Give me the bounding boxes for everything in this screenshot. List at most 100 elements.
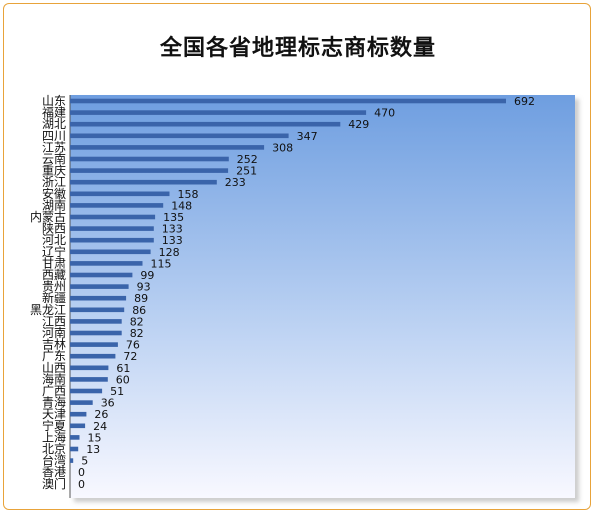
value-label: 99 [140, 269, 154, 282]
category-label: 陕西 [42, 221, 66, 236]
value-label: 72 [123, 350, 137, 363]
category-label: 吉林 [42, 338, 66, 352]
bar-23 [70, 365, 109, 371]
bar-31 [70, 458, 74, 463]
value-label: 15 [88, 431, 102, 444]
bar-1 [70, 110, 367, 115]
category-label: 江苏 [42, 140, 66, 154]
value-label: 429 [348, 118, 369, 131]
category-label: 内蒙古 [30, 209, 66, 224]
category-label: 四川 [42, 129, 66, 143]
value-label: 251 [236, 165, 257, 178]
category-label: 云南 [42, 151, 66, 166]
category-label: 新疆 [42, 290, 66, 305]
bar-20 [70, 330, 122, 336]
bar-9 [70, 203, 164, 208]
value-label: 135 [163, 211, 184, 224]
value-label: 61 [116, 362, 130, 375]
bar-0 [70, 98, 506, 104]
value-label: 82 [130, 315, 144, 328]
category-label: 湖北 [42, 116, 66, 131]
bar-25 [70, 388, 103, 394]
value-label: 36 [101, 397, 115, 410]
bar-13 [70, 249, 151, 255]
category-label: 西藏 [42, 268, 66, 282]
bar-16 [70, 284, 129, 289]
value-label: 692 [514, 95, 535, 108]
value-label: 0 [78, 466, 85, 479]
value-label: 24 [93, 420, 107, 433]
category-label: 广东 [42, 349, 66, 363]
bar-27 [70, 411, 87, 417]
value-label: 60 [116, 373, 130, 386]
category-label: 上海 [42, 429, 66, 444]
bar-3 [70, 133, 289, 139]
value-label: 128 [159, 246, 180, 259]
category-label: 黑龙江 [30, 303, 66, 317]
category-label: 辽宁 [42, 244, 66, 259]
category-label: 台湾 [42, 453, 66, 468]
category-label: 澳门 [42, 476, 66, 491]
bar-4 [70, 145, 265, 150]
category-label: 山西 [42, 361, 66, 375]
value-label: 5 [81, 455, 88, 468]
bar-24 [70, 377, 108, 382]
bar-7 [70, 179, 217, 185]
bar-10 [70, 214, 156, 220]
category-label: 青海 [42, 395, 66, 410]
value-label: 26 [94, 408, 108, 421]
category-label: 北京 [42, 442, 66, 456]
bar-17 [70, 295, 127, 301]
bar-19 [70, 319, 122, 324]
value-label: 86 [132, 304, 146, 317]
bar-12 [70, 237, 154, 243]
bar-21 [70, 342, 118, 347]
category-label: 香港 [42, 465, 66, 479]
value-label: 158 [178, 188, 199, 201]
category-label: 海南 [42, 371, 66, 386]
bar-29 [70, 435, 80, 440]
category-label: 重庆 [42, 164, 66, 178]
bar-6 [70, 168, 229, 173]
bar-11 [70, 226, 154, 231]
value-label: 308 [272, 141, 293, 154]
value-label: 93 [137, 281, 151, 294]
chart-title: 全国各省地理标志商标数量 [159, 36, 436, 61]
bar-30 [70, 446, 79, 452]
value-label: 133 [162, 234, 183, 247]
bar-2 [70, 121, 341, 127]
category-label: 天津 [42, 407, 66, 421]
bar-26 [70, 400, 93, 405]
category-label: 甘肃 [42, 256, 66, 270]
value-label: 470 [374, 107, 395, 120]
value-label: 133 [162, 223, 183, 236]
value-label: 148 [171, 199, 192, 212]
bar-8 [70, 191, 170, 197]
category-label: 宁夏 [42, 418, 66, 433]
value-label: 13 [86, 443, 100, 456]
category-label: 河南 [42, 325, 66, 340]
category-label: 安徽 [42, 186, 66, 201]
bar-18 [70, 307, 125, 313]
bar-22 [70, 353, 116, 359]
plot-area [70, 95, 575, 498]
bar-28 [70, 423, 86, 429]
value-label: 82 [130, 327, 144, 340]
category-label: 广西 [42, 384, 66, 398]
category-label: 河北 [42, 233, 66, 247]
bar-15 [70, 272, 133, 278]
bar-5 [70, 156, 229, 162]
value-label: 51 [110, 385, 124, 398]
category-label: 贵州 [42, 280, 66, 294]
category-label: 湖南 [42, 197, 66, 212]
value-label: 89 [134, 292, 148, 305]
value-label: 115 [151, 257, 172, 270]
value-label: 252 [237, 153, 258, 166]
bar-14 [70, 261, 143, 266]
value-label: 76 [126, 339, 140, 352]
category-label: 山东 [42, 94, 66, 108]
category-label: 浙江 [42, 175, 66, 189]
category-label: 江西 [42, 314, 66, 328]
value-label: 233 [225, 176, 246, 189]
value-label: 0 [78, 478, 85, 491]
